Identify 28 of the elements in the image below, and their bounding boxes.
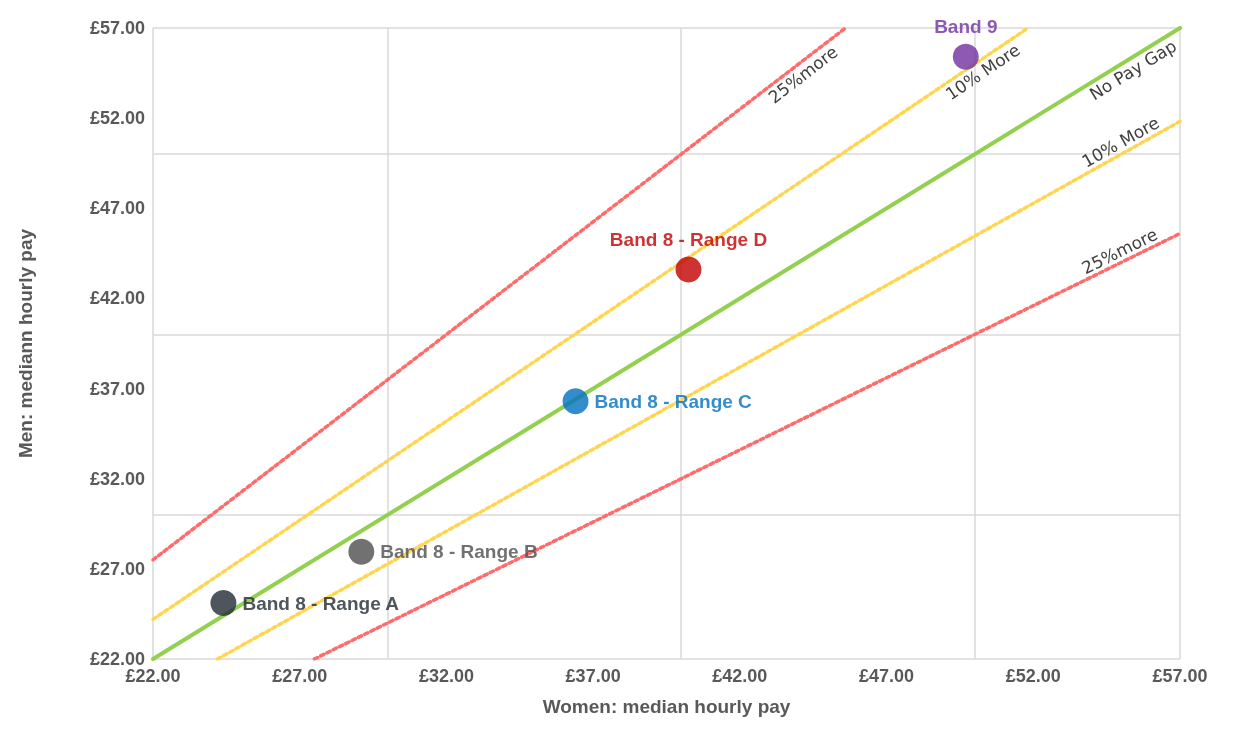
x-tick-label: £37.00: [565, 666, 621, 686]
x-tick-label: £52.00: [1005, 666, 1061, 686]
y-tick-label: £57.00: [89, 18, 145, 38]
y-tick-label: £32.00: [89, 468, 145, 489]
x-tick-label: £47.00: [859, 666, 915, 686]
point: [348, 538, 375, 565]
x-tick-label: £32.00: [418, 666, 474, 686]
y-tick-label: £37.00: [89, 378, 145, 399]
y-tick-label: £42.00: [89, 288, 145, 309]
x-tick-label: £27.00: [272, 666, 328, 686]
point: [562, 388, 589, 415]
x-tick-label: £22.00: [125, 666, 181, 686]
y-tick-label: £52.00: [89, 108, 145, 129]
point: [210, 590, 237, 617]
series-label: Band 8 - Range A: [242, 592, 400, 614]
x-axis-title: Women: median hourly pay: [542, 696, 791, 717]
y-tick-label: £27.00: [89, 558, 145, 579]
y-tick-label: £22.00: [89, 649, 145, 669]
y-axis-title: Men: mediann hourly pay: [15, 228, 36, 459]
annotation: No Pay Gap: [1085, 35, 1180, 105]
x-tick-label: £42.00: [712, 666, 768, 686]
series-label: Band 9: [934, 15, 998, 37]
annotation: 10% More: [1078, 112, 1163, 172]
x-tick-label: £57.00: [1152, 666, 1208, 686]
point: [675, 256, 702, 283]
series-label: Band 8 - Range C: [594, 390, 753, 412]
y-tick-label: £47.00: [89, 198, 145, 219]
point: [952, 43, 979, 70]
